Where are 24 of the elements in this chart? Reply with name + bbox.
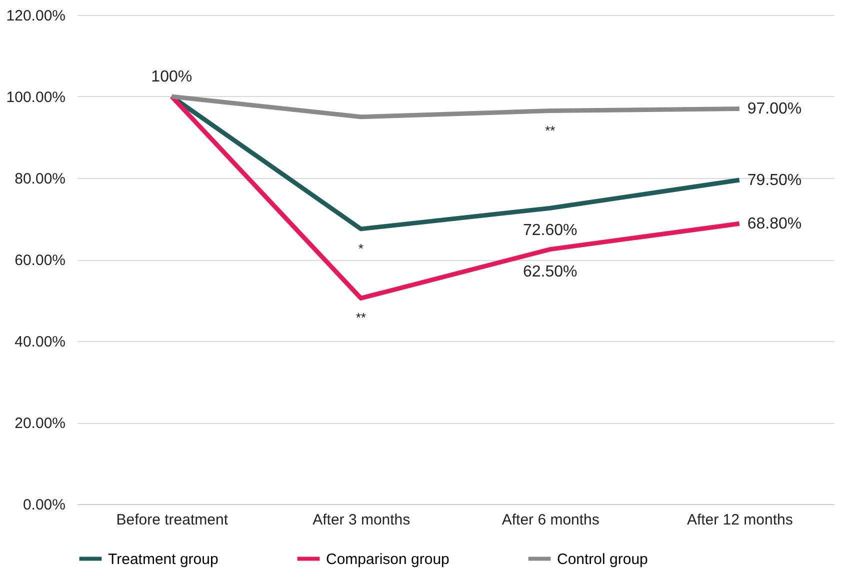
legend-label: Comparison group xyxy=(326,550,450,568)
y-tick-label: 80.00% xyxy=(14,170,66,188)
data-label: 62.50% xyxy=(522,263,578,280)
x-tick-label: After 6 months xyxy=(502,512,600,528)
x-tick-label: After 12 months xyxy=(686,512,793,528)
line-series xyxy=(169,94,742,300)
data-label: 72.60% xyxy=(522,222,578,240)
y-tick-label: 100.00% xyxy=(6,89,66,106)
y-tick-label: 0.00% xyxy=(22,496,66,514)
data-label: 68.80% xyxy=(747,216,802,233)
y-tick-label: 20.00% xyxy=(14,415,66,432)
legend-label: Control group xyxy=(557,550,648,568)
y-tick-label: 60.00% xyxy=(14,252,66,269)
data-label: 79.50% xyxy=(747,172,802,190)
annotation: ** xyxy=(356,310,366,326)
data-label: 100% xyxy=(151,68,192,86)
annotation: * xyxy=(358,240,364,256)
x-tick-label: After 3 months xyxy=(312,512,410,528)
data-label: 97.00% xyxy=(747,100,802,118)
y-tick-label: 40.00% xyxy=(14,334,66,350)
y-tick-label: 120.00% xyxy=(6,8,66,24)
annotation: ** xyxy=(545,122,556,138)
x-tick-label: Before treatment xyxy=(116,512,229,528)
legend-label: Treatment group xyxy=(108,550,218,568)
